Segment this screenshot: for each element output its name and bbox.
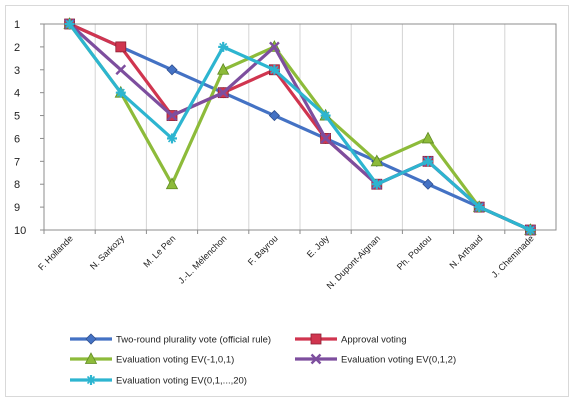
data-point-square: [310, 333, 322, 345]
series-line: [67, 22, 533, 232]
data-point-star: [474, 202, 485, 213]
y-tick-label: 2: [14, 42, 20, 54]
data-point-triangle: [421, 131, 435, 144]
data-point-star: [525, 225, 536, 235]
y-tick-label: 7: [14, 156, 20, 168]
data-point-x: [320, 133, 331, 144]
data-point-triangle: [370, 154, 383, 167]
series-line: [67, 22, 533, 232]
data-point-star-stroke: [86, 375, 96, 385]
data-point-star: [218, 41, 229, 52]
data-point-star-stroke: [65, 19, 74, 29]
data-point-star-stroke: [423, 157, 433, 166]
data-point-x: [269, 41, 280, 53]
data-point-star: [423, 156, 433, 167]
chart-outer-border: [5, 5, 569, 397]
data-point-x: [310, 353, 322, 365]
data-point-x-stroke: [166, 110, 178, 121]
data-point-star-stroke: [372, 180, 381, 189]
data-point-diamond: [166, 64, 178, 76]
legend: Two-round plurality vote (official rule)…: [70, 333, 456, 387]
legend-entry: Two-round plurality vote (official rule): [70, 333, 271, 346]
data-point-x: [217, 87, 229, 99]
legend-label: Evaluation voting EV(0,1,2): [341, 355, 456, 366]
y-tick-label: 3: [14, 65, 20, 77]
legend-label: Two-round plurality vote (official rule): [116, 335, 271, 346]
data-point-star-stroke: [475, 203, 484, 212]
y-tick-label: 5: [14, 111, 20, 123]
y-tick-label: 6: [14, 133, 20, 145]
legend-entry: Evaluation voting EV(0,1,...,20): [70, 375, 247, 387]
data-point-diamond: [85, 333, 97, 345]
data-point-star: [269, 64, 280, 75]
data-point-x-stroke: [217, 87, 229, 99]
data-point-triangle: [84, 352, 98, 364]
data-point-star-stroke: [116, 88, 125, 97]
data-point-star-stroke: [321, 111, 330, 120]
y-tick-label: 1: [14, 19, 20, 31]
legend-entry: Evaluation voting EV(-1,0,1): [70, 352, 234, 366]
data-point-diamond: [268, 109, 280, 122]
data-point-star: [86, 375, 96, 385]
data-point-triangle: [217, 62, 230, 75]
data-point-star: [320, 110, 331, 121]
data-point-square: [115, 41, 127, 53]
data-point-star-stroke: [526, 225, 535, 235]
data-point-x-stroke: [269, 41, 280, 53]
data-point-x-stroke: [320, 133, 331, 144]
data-point-x-stroke: [310, 353, 322, 365]
data-point-x: [166, 110, 178, 121]
data-point-star-stroke: [167, 134, 177, 143]
data-point-star: [371, 179, 382, 190]
legend-label: Evaluation voting EV(0,1,...,20): [116, 376, 247, 387]
legend-entry: Approval voting: [295, 333, 406, 346]
y-tick-label: 10: [14, 225, 26, 237]
legend-label: Approval voting: [341, 335, 406, 346]
legend-label: Evaluation voting EV(-1,0,1): [116, 355, 234, 366]
data-point-x-stroke: [115, 64, 127, 76]
data-point-star-stroke: [219, 42, 228, 51]
y-tick-label: 9: [14, 202, 20, 214]
y-tick-label: 4: [14, 88, 20, 100]
series-lines: [63, 17, 537, 236]
data-point-x: [115, 64, 127, 76]
legend-entry: Evaluation voting EV(0,1,2): [295, 353, 456, 366]
data-point-diamond: [422, 178, 434, 190]
y-tick-label: 8: [14, 179, 20, 191]
data-point-star-stroke: [270, 65, 279, 74]
data-point-star: [167, 133, 177, 144]
data-point-star: [64, 19, 75, 29]
series-line: [67, 22, 533, 232]
series-group: [64, 19, 536, 235]
data-point-triangle: [165, 177, 179, 190]
data-point-star: [115, 87, 126, 98]
